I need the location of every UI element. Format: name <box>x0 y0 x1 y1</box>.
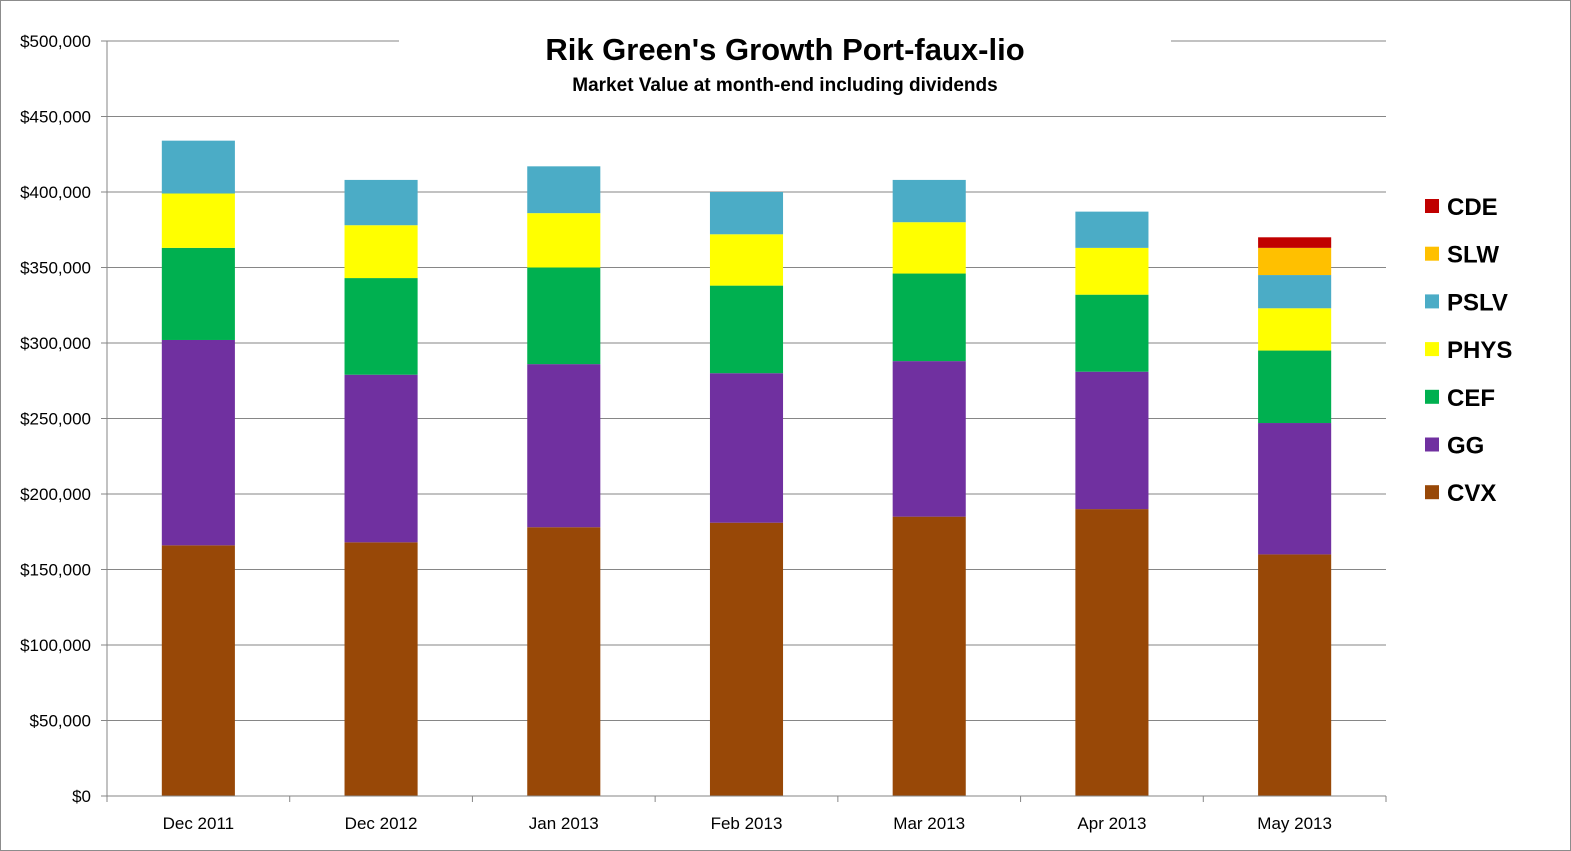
bar-phys-feb-2013 <box>709 234 784 286</box>
legend-label-gg: GG <box>1447 433 1484 460</box>
bar-pslv-dec-2012 <box>344 179 418 226</box>
bar-slw-may-2013 <box>1258 247 1332 276</box>
bar-pslv-may-2013 <box>1258 275 1332 309</box>
axes: $0 $50,000 $100,000 $150,000 $200,000 $250,00… <box>20 32 1387 833</box>
bar-phys-may-2013 <box>1258 308 1332 351</box>
legend-swatch-pslv <box>1425 294 1439 309</box>
bar-phys-apr-2013 <box>1075 247 1149 295</box>
legend-label-pslv: PSLV <box>1447 289 1508 316</box>
bar-pslv-mar-2013 <box>892 179 966 223</box>
bar-cvx-apr-2013 <box>1075 509 1149 796</box>
bar-cef-feb-2013 <box>709 285 784 374</box>
legend-label-phys: PHYS <box>1447 337 1512 364</box>
x-tick-label: Dec 2011 <box>163 814 235 833</box>
legend-swatch-cvx <box>1425 485 1439 500</box>
chart-subtitle: Market Value at month-end including divi… <box>572 75 997 96</box>
y-tick-label: $400,000 <box>20 183 91 202</box>
legend-label-cvx: CVX <box>1447 480 1496 507</box>
x-tick-label: Mar 2013 <box>893 814 965 833</box>
bar-pslv-jan-2013 <box>527 166 601 214</box>
y-tick-label: $500,000 <box>20 32 91 51</box>
bars <box>161 140 1332 796</box>
bar-gg-feb-2013 <box>709 373 784 523</box>
bar-gg-may-2013 <box>1258 423 1332 555</box>
y-tick-label: $350,000 <box>20 259 91 278</box>
legend-swatch-gg <box>1425 437 1439 452</box>
y-tick-label: $250,000 <box>20 410 91 429</box>
bar-phys-jan-2013 <box>527 213 601 268</box>
chart-title-area: Rik Green's Growth Port-faux-lio Market … <box>399 25 1171 103</box>
bar-cvx-dec-2012 <box>344 542 418 796</box>
bar-gg-jan-2013 <box>527 364 601 528</box>
legend-swatch-phys <box>1425 342 1439 357</box>
bar-gg-dec-2011 <box>161 339 235 546</box>
bar-cef-jan-2013 <box>527 267 601 365</box>
bar-cef-apr-2013 <box>1075 294 1149 372</box>
bar-cvx-mar-2013 <box>892 516 966 796</box>
bar-pslv-dec-2011 <box>161 140 235 194</box>
chart-title: Rik Green's Growth Port-faux-lio <box>545 32 1024 67</box>
y-tick-label: $450,000 <box>20 108 91 127</box>
bar-pslv-apr-2013 <box>1075 211 1149 248</box>
bar-phys-mar-2013 <box>892 222 966 274</box>
x-tick-label: Apr 2013 <box>1077 814 1146 833</box>
y-tick-label: $300,000 <box>20 334 91 353</box>
legend-swatch-cde <box>1425 199 1439 213</box>
legend-label-cde: CDE <box>1447 194 1498 221</box>
bar-gg-dec-2012 <box>344 374 418 543</box>
x-tick-label: May 2013 <box>1257 814 1332 833</box>
y-tick-label: $100,000 <box>20 636 91 655</box>
bar-cef-may-2013 <box>1258 350 1332 424</box>
bar-phys-dec-2011 <box>161 193 235 248</box>
legend-label-cef: CEF <box>1447 385 1495 412</box>
legend-swatch-cef <box>1425 389 1439 404</box>
legend-swatch-slw <box>1425 246 1439 261</box>
legend-label-slw: SLW <box>1447 242 1499 269</box>
legend: CDE SLW PSLV PHYS CEF GG CVX <box>1425 194 1512 507</box>
bar-cvx-jan-2013 <box>527 527 601 796</box>
y-tick-label: $150,000 <box>20 561 91 580</box>
bar-cde-may-2013 <box>1258 237 1332 248</box>
bar-gg-mar-2013 <box>892 361 966 517</box>
x-tick-label: Feb 2013 <box>711 814 783 833</box>
y-tick-label: $200,000 <box>20 485 91 504</box>
bar-phys-dec-2012 <box>344 225 418 279</box>
bar-cvx-may-2013 <box>1258 554 1332 796</box>
x-tick-label: Dec 2012 <box>345 814 418 833</box>
y-tick-label: $0 <box>72 787 91 806</box>
bar-cef-dec-2012 <box>344 278 418 375</box>
bar-pslv-feb-2013 <box>709 192 784 235</box>
y-tick-label: $50,000 <box>30 712 91 731</box>
bar-cvx-feb-2013 <box>709 522 784 796</box>
bar-cef-dec-2011 <box>161 247 235 340</box>
bar-cef-mar-2013 <box>892 273 966 362</box>
bar-gg-apr-2013 <box>1075 371 1149 510</box>
bar-cvx-dec-2011 <box>161 545 235 796</box>
x-tick-label: Jan 2013 <box>529 814 599 833</box>
